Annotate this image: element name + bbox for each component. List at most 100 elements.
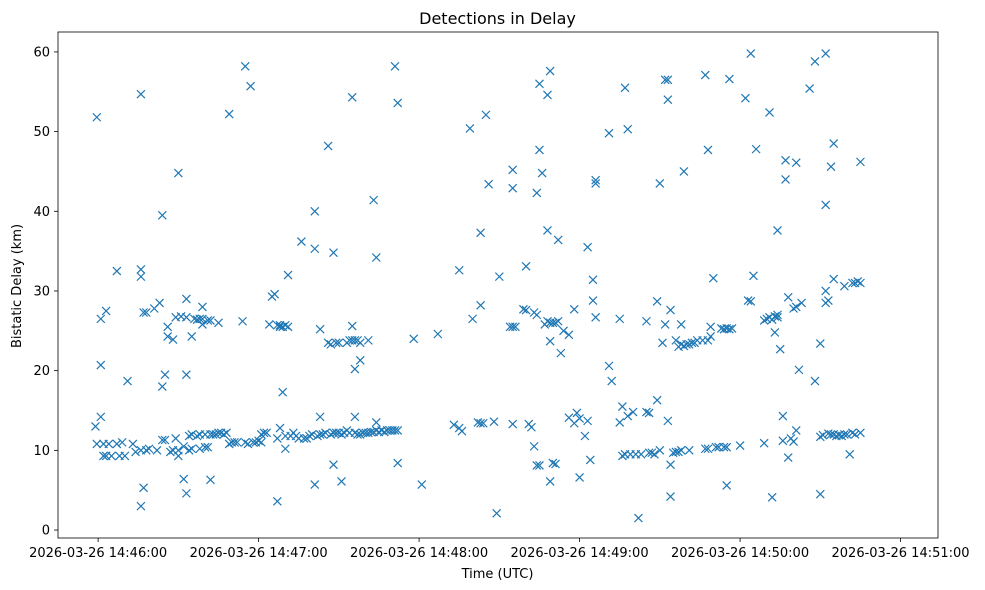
data-point <box>706 322 716 332</box>
data-point <box>181 370 191 380</box>
data-point <box>617 402 627 411</box>
data-point <box>179 474 189 484</box>
data-point <box>666 460 675 470</box>
data-point <box>107 451 116 461</box>
data-point <box>219 429 229 439</box>
data-point <box>99 451 108 461</box>
data-point <box>829 139 839 148</box>
data-point <box>433 329 443 339</box>
data-point <box>553 316 563 326</box>
data-point <box>829 274 839 284</box>
data-point <box>476 228 486 238</box>
data-point <box>238 316 247 326</box>
data-point <box>313 431 322 441</box>
data-point <box>337 429 346 439</box>
data-point <box>644 448 654 458</box>
data-point <box>393 458 403 468</box>
data-point <box>280 320 290 330</box>
data-point <box>280 444 290 454</box>
data-point <box>275 322 285 332</box>
data-point <box>527 422 536 432</box>
data-point <box>722 442 732 452</box>
data-point <box>371 418 381 427</box>
data-point <box>198 302 207 312</box>
data-point <box>240 61 250 71</box>
data-point <box>163 322 173 332</box>
data-point <box>350 428 360 438</box>
data-point <box>173 451 183 461</box>
data-point <box>655 178 665 188</box>
data-point <box>759 316 769 325</box>
data-point <box>548 458 558 468</box>
data-point <box>449 420 459 430</box>
data-point <box>706 331 716 341</box>
data-point <box>647 448 657 458</box>
data-point <box>270 289 280 299</box>
data-point <box>564 330 574 340</box>
data-point <box>355 429 365 439</box>
data-point <box>837 431 847 441</box>
data-point <box>409 334 419 344</box>
data-point <box>666 305 675 315</box>
data-point <box>765 108 774 117</box>
data-point <box>230 437 239 447</box>
data-point <box>508 419 518 429</box>
data-point <box>826 162 836 172</box>
data-point <box>719 442 729 452</box>
data-point <box>224 109 234 119</box>
x-tick-label: 2026-03-26 14:50:00 <box>671 546 809 561</box>
data-point <box>553 235 563 245</box>
data-point <box>478 418 488 428</box>
data-point <box>173 168 183 178</box>
data-point <box>580 431 590 441</box>
data-point <box>321 428 330 438</box>
data-point <box>652 296 662 306</box>
data-point <box>246 81 256 91</box>
data-point <box>315 324 325 334</box>
data-point <box>181 294 191 304</box>
data-point <box>508 183 518 193</box>
data-point <box>585 455 595 465</box>
data-point <box>783 292 793 302</box>
data-point <box>350 335 360 345</box>
data-point <box>518 304 528 314</box>
data-point <box>810 57 820 66</box>
data-point <box>708 273 718 283</box>
data-point <box>569 304 579 314</box>
data-point <box>195 314 205 324</box>
data-point <box>184 431 194 441</box>
data-point <box>815 432 825 442</box>
data-point <box>141 308 151 317</box>
data-point <box>781 174 790 184</box>
data-point <box>791 158 801 168</box>
data-point <box>773 310 782 320</box>
data-point <box>144 444 154 454</box>
data-point <box>529 441 539 451</box>
data-point <box>390 61 400 71</box>
data-point <box>575 473 585 482</box>
data-point <box>743 296 753 305</box>
data-point <box>850 429 860 439</box>
data-point <box>256 437 266 447</box>
data-point <box>481 110 491 120</box>
data-point <box>200 442 210 452</box>
data-point <box>305 431 314 441</box>
data-point <box>136 272 146 282</box>
data-point <box>371 253 381 262</box>
data-point <box>136 89 146 99</box>
data-point <box>636 449 646 459</box>
data-point <box>521 261 531 271</box>
data-point <box>821 286 831 296</box>
data-point <box>778 411 788 421</box>
data-point <box>642 407 651 417</box>
data-point <box>326 429 336 439</box>
data-point <box>724 74 734 84</box>
data-point <box>711 442 721 452</box>
data-point <box>206 475 215 485</box>
data-point <box>794 365 804 375</box>
data-point <box>826 429 836 439</box>
data-point <box>660 75 670 85</box>
data-point <box>275 423 285 433</box>
data-point <box>666 492 675 501</box>
